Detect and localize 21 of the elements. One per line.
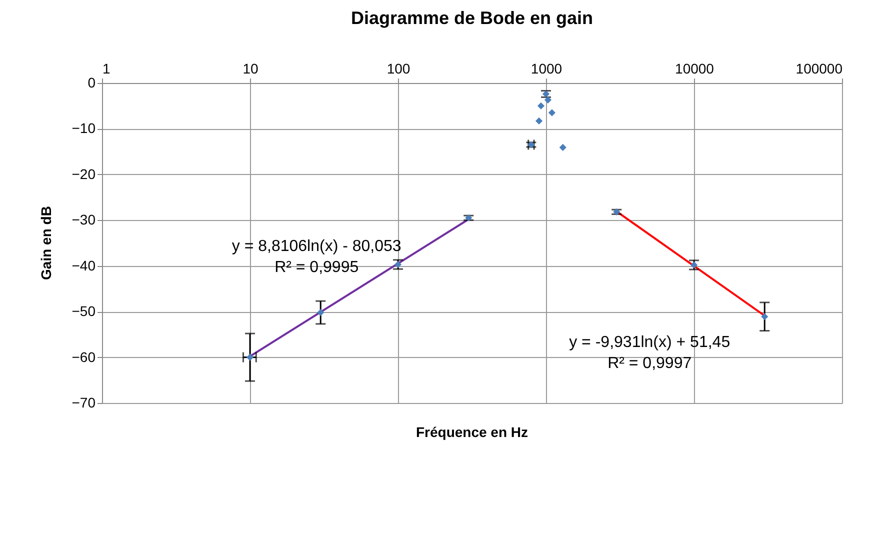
x-axis-title: Fréquence en Hz — [416, 424, 528, 440]
y-tick-label: −70 — [72, 394, 96, 410]
y-tick-label: −50 — [72, 303, 96, 320]
x-tick-label: 100000 — [796, 60, 843, 76]
y-tick-label: −60 — [72, 348, 96, 365]
y-tick-label: 0 — [88, 74, 96, 90]
annotation: y = 8,8106ln(x) - 80,053 — [232, 238, 402, 256]
x-tick-label: 10000 — [675, 60, 714, 76]
y-axis-title: Gain en dB — [38, 206, 54, 280]
x-tick-label: 1 — [102, 60, 110, 76]
y-tick-label: −10 — [72, 120, 96, 136]
annotation: R² = 0,9995 — [274, 259, 359, 276]
x-tick-label: 1000 — [530, 60, 562, 76]
chart-title: Diagramme de Bode en gain — [350, 8, 594, 28]
x-tick-label: 10 — [242, 60, 258, 76]
y-tick-label: −30 — [72, 212, 96, 228]
x-tick-label: 100 — [386, 60, 410, 76]
y-tick-label: −40 — [72, 257, 96, 274]
y-tick-label: −20 — [72, 166, 96, 182]
annotation: R² = 0,9997 — [608, 355, 692, 372]
annotation: y = -9,931ln(x) + 51,45 — [569, 334, 730, 352]
